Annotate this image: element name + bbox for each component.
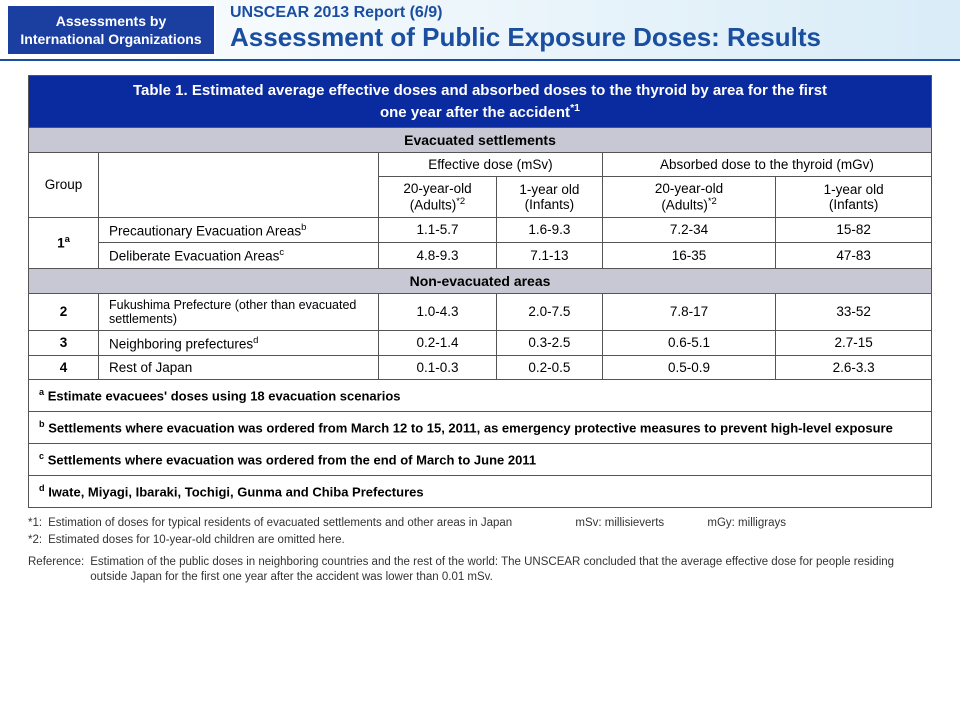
note-1-text: Estimation of doses for typical resident…	[48, 516, 932, 532]
sub-adult-1: 20-year-old(Adults)*2	[379, 177, 497, 218]
report-subtitle: UNSCEAR 2013 Report (6/9)	[230, 4, 821, 22]
value-cell: 7.8-17	[602, 293, 775, 330]
value-cell: 0.1-0.3	[379, 356, 497, 380]
value-cell: 0.5-0.9	[602, 356, 775, 380]
area-cell: Rest of Japan	[99, 356, 379, 380]
note-1-label: *1:	[28, 516, 42, 532]
group-cell: 1a	[29, 217, 99, 268]
table-row: 4 Rest of Japan 0.1-0.3 0.2-0.5 0.5-0.9 …	[29, 356, 932, 380]
table-row: 1a Precautionary Evacuation Areasb 1.1-5…	[29, 217, 932, 243]
footnote-a: a Estimate evacuees' doses using 18 evac…	[29, 380, 932, 412]
col-effective-dose: Effective dose (mSv)	[379, 153, 603, 177]
value-cell: 4.8-9.3	[379, 243, 497, 269]
table-caption: Table 1. Estimated average effective dos…	[29, 76, 932, 128]
footnote-b: b Settlements where evacuation was order…	[29, 411, 932, 443]
value-cell: 47-83	[776, 243, 932, 269]
reference-text: Estimation of the public doses in neighb…	[90, 555, 932, 586]
section-nonevacuated: Non-evacuated areas	[29, 268, 932, 293]
sub-infant-1: 1-year old(Infants)	[496, 177, 602, 218]
section-evacuated: Evacuated settlements	[29, 128, 932, 153]
value-cell: 2.6-3.3	[776, 356, 932, 380]
caption-sup: *1	[570, 102, 580, 114]
units-inline: mSv: millisieverts mGy: milligrays	[575, 516, 826, 532]
value-cell: 7.2-34	[602, 217, 775, 243]
value-cell: 0.3-2.5	[496, 330, 602, 356]
note-2-label: *2:	[28, 533, 42, 549]
category-badge: Assessments by International Organizatio…	[6, 4, 216, 56]
group-cell: 3	[29, 330, 99, 356]
unit-mgy: mGy: milligrays	[707, 517, 786, 529]
value-cell: 1.6-9.3	[496, 217, 602, 243]
value-cell: 1.1-5.7	[379, 217, 497, 243]
col-group: Group	[29, 153, 99, 218]
area-cell: Fukushima Prefecture (other than evacuat…	[99, 293, 379, 330]
area-cell: Neighboring prefecturesd	[99, 330, 379, 356]
value-cell: 33-52	[776, 293, 932, 330]
badge-line-2: International Organizations	[20, 31, 201, 47]
dose-table: Table 1. Estimated average effective dos…	[28, 75, 932, 508]
sub-infant-2: 1-year old(Infants)	[776, 177, 932, 218]
col-area	[99, 153, 379, 218]
footnote-d: d Iwate, Miyagi, Ibaraki, Tochigi, Gunma…	[29, 475, 932, 507]
group-cell: 4	[29, 356, 99, 380]
unit-msv: mSv: millisieverts	[575, 517, 664, 529]
note-2-text: Estimated doses for 10-year-old children…	[48, 533, 932, 549]
value-cell: 0.2-1.4	[379, 330, 497, 356]
table-row: 2 Fukushima Prefecture (other than evacu…	[29, 293, 932, 330]
page-header: Assessments by International Organizatio…	[0, 0, 960, 61]
value-cell: 16-35	[602, 243, 775, 269]
area-cell: Deliberate Evacuation Areasc	[99, 243, 379, 269]
caption-line-1: Table 1. Estimated average effective dos…	[133, 82, 827, 99]
value-cell: 7.1-13	[496, 243, 602, 269]
page-title: Assessment of Public Exposure Doses: Res…	[230, 22, 821, 53]
value-cell: 2.0-7.5	[496, 293, 602, 330]
table-row: 3 Neighboring prefecturesd 0.2-1.4 0.3-2…	[29, 330, 932, 356]
value-cell: 0.2-0.5	[496, 356, 602, 380]
group-cell: 2	[29, 293, 99, 330]
table-row: Deliberate Evacuation Areasc 4.8-9.3 7.1…	[29, 243, 932, 269]
title-block: UNSCEAR 2013 Report (6/9) Assessment of …	[216, 0, 821, 59]
area-cell: Precautionary Evacuation Areasb	[99, 217, 379, 243]
col-absorbed-dose: Absorbed dose to the thyroid (mGv)	[602, 153, 931, 177]
sub-adult-2: 20-year-old(Adults)*2	[602, 177, 775, 218]
badge-line-1: Assessments by	[56, 13, 167, 29]
value-cell: 15-82	[776, 217, 932, 243]
footnote-c: c Settlements where evacuation was order…	[29, 443, 932, 475]
reference-label: Reference:	[28, 555, 84, 586]
notes-block: *1: Estimation of doses for typical resi…	[28, 516, 932, 586]
value-cell: 0.6-5.1	[602, 330, 775, 356]
caption-line-2: one year after the accident	[380, 104, 570, 121]
value-cell: 1.0-4.3	[379, 293, 497, 330]
value-cell: 2.7-15	[776, 330, 932, 356]
